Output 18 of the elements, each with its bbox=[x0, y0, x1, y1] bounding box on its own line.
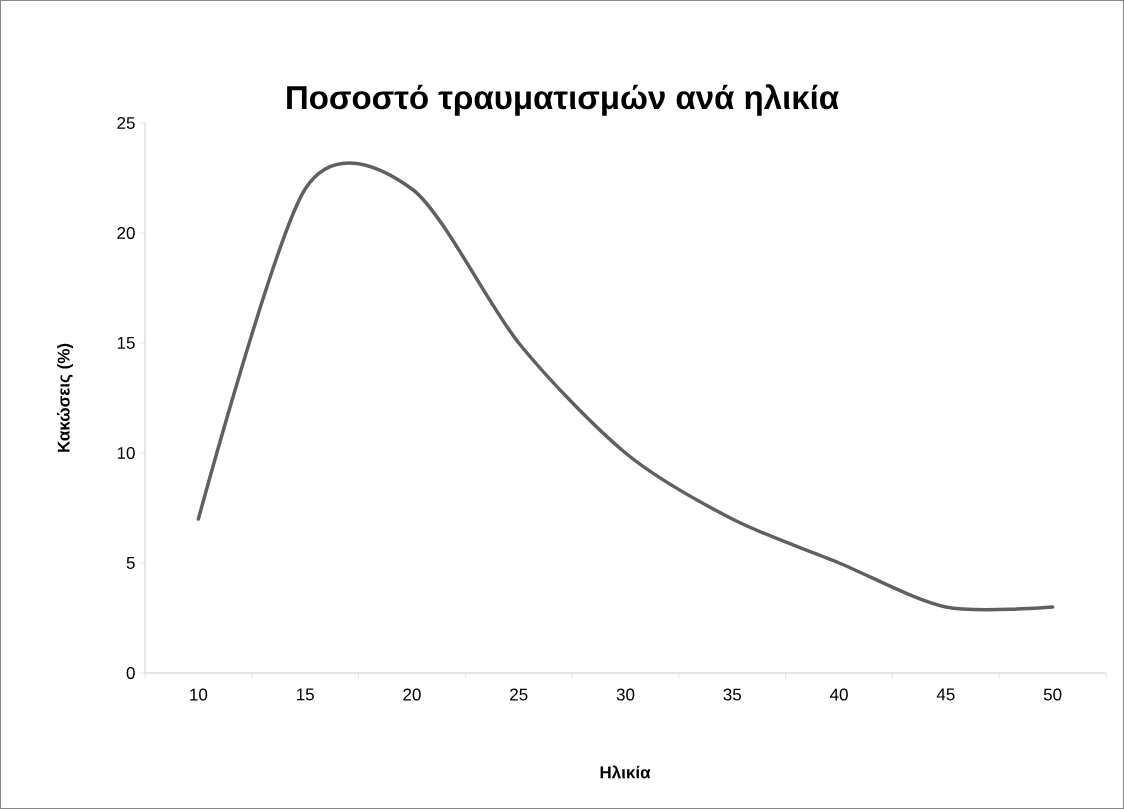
x-tick-label: 15 bbox=[297, 688, 314, 701]
y-tick-label: 15 bbox=[117, 337, 135, 349]
x-tick-label: 25 bbox=[510, 688, 528, 701]
x-tick-label: 20 bbox=[403, 688, 421, 701]
x-tick-label: 30 bbox=[616, 688, 635, 701]
y-tick-label: 0 bbox=[126, 666, 135, 680]
x-tick-label: 45 bbox=[936, 688, 955, 701]
y-axis-title: Κακώσεις (%) bbox=[56, 343, 74, 452]
y-tick-label: 10 bbox=[117, 446, 135, 460]
x-axis-title: Ηλικία bbox=[600, 765, 651, 779]
x-tick-label: 40 bbox=[829, 688, 848, 701]
x-tick-label: 10 bbox=[190, 688, 208, 701]
y-tick-label: 20 bbox=[117, 226, 135, 240]
y-tick-label: 5 bbox=[126, 557, 135, 569]
chart-title: Ποσοστό τραυματισμών ανά ηλικία bbox=[287, 84, 839, 116]
x-tick-label: 35 bbox=[723, 688, 742, 701]
y-tick-label: 25 bbox=[117, 116, 135, 130]
x-tick-label: 50 bbox=[1043, 688, 1062, 701]
